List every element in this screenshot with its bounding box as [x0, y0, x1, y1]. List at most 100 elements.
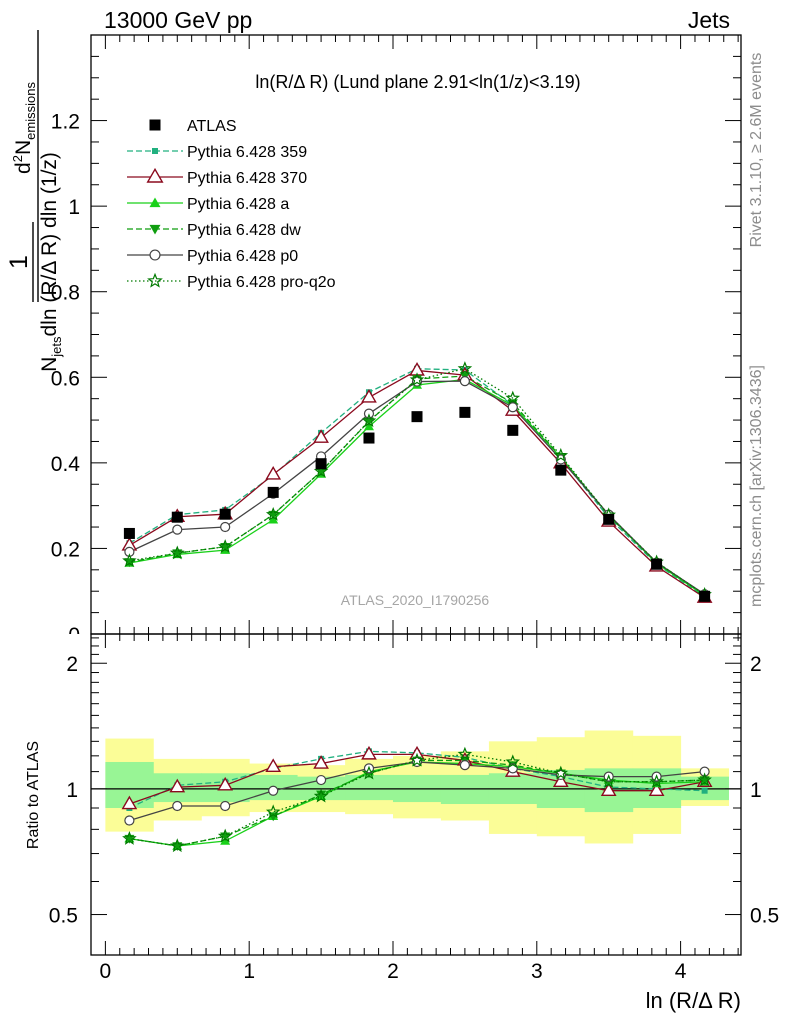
legend-marker-3 — [149, 224, 161, 235]
ratio-point-1 — [600, 782, 617, 796]
y-axis-label: 1 Njetsdln (R/Δ R) dln (1/z)d2Nemissions — [5, 30, 64, 372]
series-point-5 — [553, 447, 569, 462]
ratio-point-5 — [697, 772, 712, 787]
series-point-1 — [313, 429, 329, 443]
x-tick-label: 2 — [387, 960, 399, 983]
ratio-point-5 — [217, 828, 233, 843]
ratio-y-tick-label-right: 1 — [750, 779, 762, 802]
atlas-data-point — [363, 432, 375, 444]
series-point-5 — [122, 553, 137, 568]
ratio-y-tick-label-right: 0.5 — [750, 905, 779, 928]
legend-label-4: Pythia 6.428 p0 — [187, 248, 298, 265]
ratio-point-1 — [648, 782, 665, 796]
chart-title: ln(R/Δ R) (Lund plane 2.91<ln(1/z)<3.19) — [255, 72, 580, 92]
ratio-point-4 — [699, 766, 710, 777]
ratio-point-1 — [313, 755, 329, 769]
legend-label-atlas: ATLAS — [187, 118, 237, 135]
atlas-data-point — [219, 508, 231, 520]
y-tick-label-zero: 0 — [68, 624, 80, 647]
atlas-data-point — [315, 458, 327, 470]
legend: ATLAS Pythia 6.428 359 Pythia 6.428 370 Pyt… — [127, 118, 336, 291]
ratio-point-5 — [649, 774, 664, 788]
series-point-5 — [217, 539, 233, 553]
chart-labels: 0 1 2 3 4 0.2 0.4 0.6 0.8 1 1.2 0 0.5 0.5 1 1 2 2 ln(R/Δ R… — [5, 30, 779, 1013]
ratio-point-5 — [361, 765, 377, 780]
ratio-point-5 — [409, 752, 425, 767]
atlas-data-point — [699, 590, 711, 602]
series-point-1 — [361, 388, 377, 403]
ratio-frame — [90, 633, 742, 956]
x-tick-label: 1 — [243, 960, 255, 983]
ratio-point-3 — [316, 790, 327, 800]
ratio-point-5 — [457, 746, 473, 761]
series-point-5 — [505, 390, 521, 405]
legend-marker-2 — [149, 197, 161, 208]
series-point-3 — [363, 417, 374, 427]
y-tick-label: 0.2 — [51, 538, 80, 561]
series-point-4 — [220, 521, 231, 533]
ratio-band-green — [345, 774, 394, 801]
atlas-data-point — [651, 558, 663, 570]
series-line-0 — [129, 368, 705, 598]
y-label-num: d2Nemissions — [10, 82, 38, 174]
ratio-point-1 — [361, 745, 377, 760]
x-tick-label: 3 — [531, 960, 543, 983]
legend-marker-5 — [147, 272, 163, 288]
ratio-point-4 — [172, 800, 183, 812]
ratio-point-5 — [170, 838, 185, 853]
ratio-y-tick-label: 1 — [66, 779, 78, 802]
y-label-den: Njetsdln (R/Δ R) dln (1/z) — [38, 152, 64, 372]
ratio-point-5 — [553, 765, 569, 780]
watermark: ATLAS_2020_I1790256 — [341, 592, 490, 608]
ratio-y-tick-label: 0.5 — [49, 905, 78, 928]
legend-label-1: Pythia 6.428 370 — [187, 170, 307, 187]
atlas-data-point — [555, 464, 567, 476]
ratio-point-4 — [459, 760, 470, 771]
ratio-point-5 — [265, 804, 281, 819]
series-point-5 — [170, 545, 185, 560]
y-tick-label: 0.8 — [51, 282, 80, 305]
atlas-data-point — [171, 511, 183, 523]
series-line-5 — [129, 368, 705, 596]
side-mcplots: mcplots.cern.ch [arXiv:1306.3436] — [748, 365, 765, 607]
atlas-data-point — [267, 486, 279, 498]
legend-marker-4 — [149, 249, 161, 261]
y-tick-label: 1 — [68, 196, 80, 219]
atlas-data-point — [411, 411, 423, 423]
legend-label-3: Pythia 6.428 dw — [187, 222, 301, 239]
ratio-point-5 — [505, 754, 521, 769]
ratio-point-4 — [268, 785, 279, 796]
ratio-y-tick-label: 2 — [66, 653, 78, 676]
header-left: 13000 GeV pp — [104, 7, 253, 33]
atlas-data-point — [507, 424, 519, 436]
x-tick-label: 4 — [675, 960, 687, 983]
series-point-4 — [507, 402, 518, 413]
ratio-point-5 — [601, 774, 616, 788]
series-line-1 — [129, 369, 705, 599]
legend-label-5: Pythia 6.428 pro-q2o — [187, 274, 336, 291]
ratio-point-1 — [169, 778, 186, 793]
ratio-y-tick-label-right: 2 — [750, 653, 762, 676]
legend-label-0: Pythia 6.428 359 — [187, 144, 307, 161]
legend-label-2: Pythia 6.428 a — [187, 196, 289, 213]
legend-marker-atlas — [149, 119, 161, 131]
ratio-point-1 — [217, 776, 234, 791]
ratio-point-5 — [122, 830, 137, 845]
y-label-one: 1 — [5, 255, 33, 269]
series-point-4 — [459, 376, 470, 387]
ratio-point-1 — [121, 795, 138, 810]
main-plot-panel — [90, 34, 742, 955]
y-tick-label: 0.6 — [51, 367, 80, 390]
series-point-5 — [361, 413, 377, 428]
x-tick-label: 0 — [100, 960, 112, 983]
ratio-point-1 — [265, 758, 282, 772]
series-point-5 — [313, 463, 329, 478]
legend-marker-1 — [146, 167, 164, 183]
ratio-point-0 — [701, 787, 708, 794]
ratio-y-axis-label: Ratio to ATLAS — [25, 741, 42, 849]
series-point-4 — [172, 524, 183, 535]
x-axis-label: ln (R/Δ R) — [646, 988, 741, 1013]
ratio-point-5 — [313, 788, 329, 803]
